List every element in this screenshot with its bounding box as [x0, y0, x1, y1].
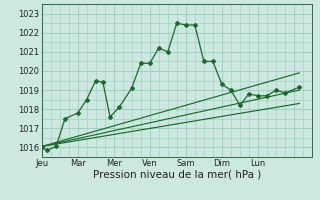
X-axis label: Pression niveau de la mer( hPa ): Pression niveau de la mer( hPa ) [93, 169, 261, 179]
